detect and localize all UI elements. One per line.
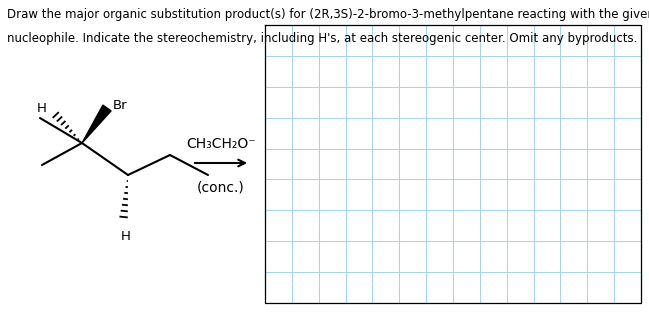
- Text: H: H: [121, 230, 131, 243]
- Text: H: H: [37, 101, 47, 114]
- Text: (conc.): (conc.): [197, 181, 245, 195]
- Text: Draw the major organic substitution product(s) for (2R,3S)-2-bromo-3-methylpenta: Draw the major organic substitution prod…: [7, 8, 649, 21]
- Text: Br: Br: [113, 98, 128, 111]
- Polygon shape: [82, 105, 111, 143]
- Text: CH₃CH₂O⁻: CH₃CH₂O⁻: [186, 137, 256, 151]
- Text: nucleophile. Indicate the stereochemistry, including H's, at each stereogenic ce: nucleophile. Indicate the stereochemistr…: [7, 32, 637, 45]
